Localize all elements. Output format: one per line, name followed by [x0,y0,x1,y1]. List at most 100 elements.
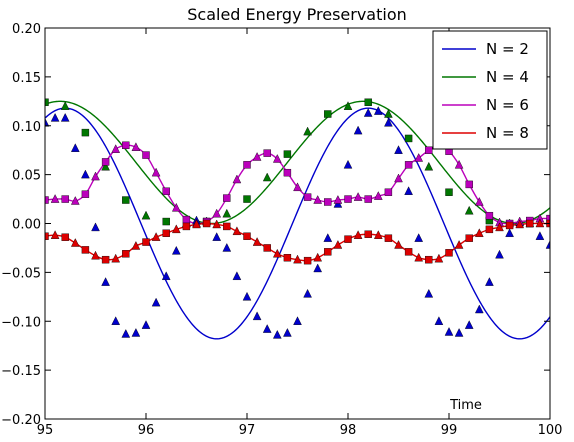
series-3-point [394,173,403,183]
series-4-point [293,254,302,264]
series-1-point [545,240,550,249]
series-4-point [454,240,464,249]
series-1-point [70,143,80,152]
series-4-point [364,230,372,238]
series-1-point [373,106,383,115]
series-3-point [465,180,473,189]
series-4-point [272,248,282,258]
series-line-1 [45,107,550,340]
series-3-point [70,196,80,205]
series-1-point [323,233,333,242]
series-1-point [222,242,232,252]
series-4-point [243,232,251,240]
series-3-point [546,214,550,223]
series-4-point [122,250,130,258]
series-1-point [444,327,454,336]
chart-title: Scaled Energy Preservation [187,5,407,24]
series-4-point [465,234,473,242]
series-4-point [445,249,453,257]
series-3-point [454,159,464,169]
series-3-point [131,142,141,151]
series-1-point [232,271,242,280]
series-2-point [45,98,49,106]
series-1-point [303,288,312,298]
series-4-point [171,224,181,234]
series-4-point [151,232,161,241]
series-3-point [111,144,121,153]
series-1-point [384,117,393,127]
series-4-point [344,235,352,243]
series-2-point [101,161,110,171]
series-4-point [252,237,262,246]
series-4-point [45,232,49,240]
series-3-point [283,168,292,177]
series-line-2 [45,100,550,225]
series-1-point [394,145,403,154]
series-1-point [81,169,90,179]
series-3-point [243,161,251,169]
series-1-point [212,232,222,241]
series-2-point [424,161,434,171]
series-3-point [364,195,372,203]
series-4-point [526,219,534,228]
x-tick-label: 95 [37,423,54,438]
series-1-point [535,231,545,240]
series-4-point [81,246,90,254]
series-4-point [91,250,100,260]
series-4-point [353,230,363,239]
series-4-point [131,241,141,250]
legend-box [432,30,548,150]
series-3-point [303,193,312,201]
series-4-point [263,244,271,252]
series-4-point [50,230,60,239]
series-3-point [344,195,352,203]
series-3-point [81,190,90,198]
series-1-point [343,159,353,169]
series-1-point [91,222,100,232]
series-1-point [434,316,444,325]
series-1-point [505,228,514,237]
series-4-point [505,221,514,230]
series-2-point [404,134,413,143]
series-1-point [353,125,363,135]
series-1-point [252,311,262,321]
series-4-point [485,225,494,234]
legend-label-2: N = 4 [486,68,529,86]
series-2-point [262,172,272,182]
series-3-point [384,188,393,196]
series-1-point [141,320,151,329]
series-3-point [263,149,271,157]
series-4-point [192,219,201,229]
series-2-point [364,98,372,106]
series-4-point [101,255,110,264]
series-2-point [343,101,353,110]
series-4-point [384,234,393,242]
series-1-point [313,263,323,273]
series-3-point [404,161,413,169]
series-3-point [373,191,383,200]
series-2-point [243,195,251,203]
series-2-point [445,188,453,196]
series-3-point [324,198,332,206]
series-4-point [373,230,383,239]
series-1-point [151,297,161,307]
series-4-point [313,252,323,262]
series-3-point [425,146,433,154]
series-2-point [162,217,170,226]
series-3-point [101,158,110,166]
series-3-point [353,192,363,201]
series-3-point [485,211,494,220]
series-4-point [111,253,121,263]
series-3-point [91,171,100,181]
y-tick-label: −0.05 [1,266,41,281]
series-1-point [45,117,50,127]
x-tick-label: 100 [538,423,563,438]
series-1-point [262,324,272,333]
series-2-point [222,208,232,218]
x-tick-label: 99 [441,423,458,438]
series-1-point [363,108,373,117]
series-4-point [333,240,343,249]
series-1-point [474,304,484,314]
legend-label-4: N = 8 [486,124,529,142]
series-4-point [223,222,231,231]
